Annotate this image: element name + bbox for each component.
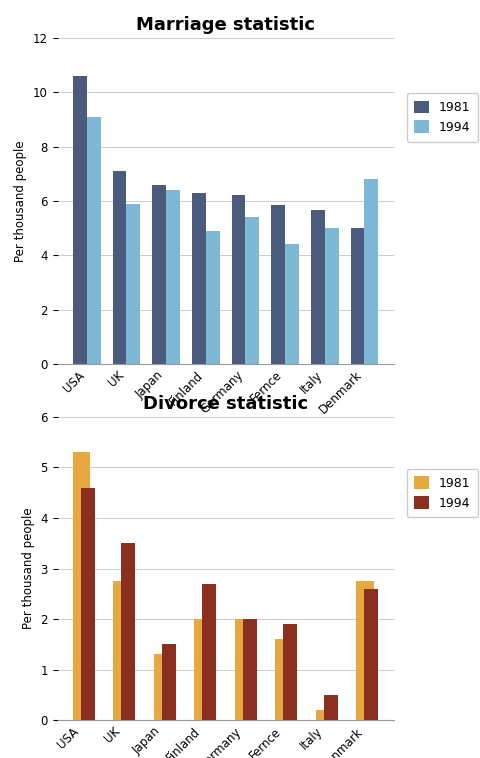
Bar: [231, 196, 245, 364]
Legend: 1981, 1994: 1981, 1994: [407, 468, 478, 517]
Bar: [121, 543, 135, 720]
Bar: [324, 695, 338, 720]
Bar: [73, 453, 90, 720]
Y-axis label: Per thousand people: Per thousand people: [22, 508, 35, 629]
Title: Marriage statistic: Marriage statistic: [136, 16, 315, 33]
Bar: [364, 179, 378, 364]
Bar: [285, 244, 299, 364]
Bar: [192, 193, 206, 364]
Bar: [152, 185, 166, 364]
Bar: [311, 211, 325, 364]
Bar: [325, 228, 339, 364]
Bar: [154, 654, 171, 720]
Bar: [242, 619, 257, 720]
Bar: [162, 644, 176, 720]
Bar: [206, 230, 220, 364]
Bar: [81, 487, 95, 720]
Bar: [87, 117, 101, 364]
Legend: 1981, 1994: 1981, 1994: [407, 93, 478, 142]
Bar: [245, 217, 259, 364]
Bar: [271, 205, 285, 364]
Bar: [73, 76, 87, 364]
Bar: [126, 204, 140, 364]
Bar: [113, 581, 131, 720]
Bar: [350, 228, 364, 364]
Bar: [112, 171, 126, 364]
Bar: [316, 710, 333, 720]
Bar: [194, 619, 212, 720]
Bar: [357, 581, 374, 720]
Title: Divorce statistic: Divorce statistic: [143, 395, 308, 412]
Bar: [235, 619, 252, 720]
Bar: [364, 589, 378, 720]
Bar: [276, 639, 293, 720]
Bar: [283, 624, 297, 720]
Bar: [202, 584, 216, 720]
Bar: [166, 190, 180, 364]
Y-axis label: Per thousand people: Per thousand people: [14, 140, 27, 262]
